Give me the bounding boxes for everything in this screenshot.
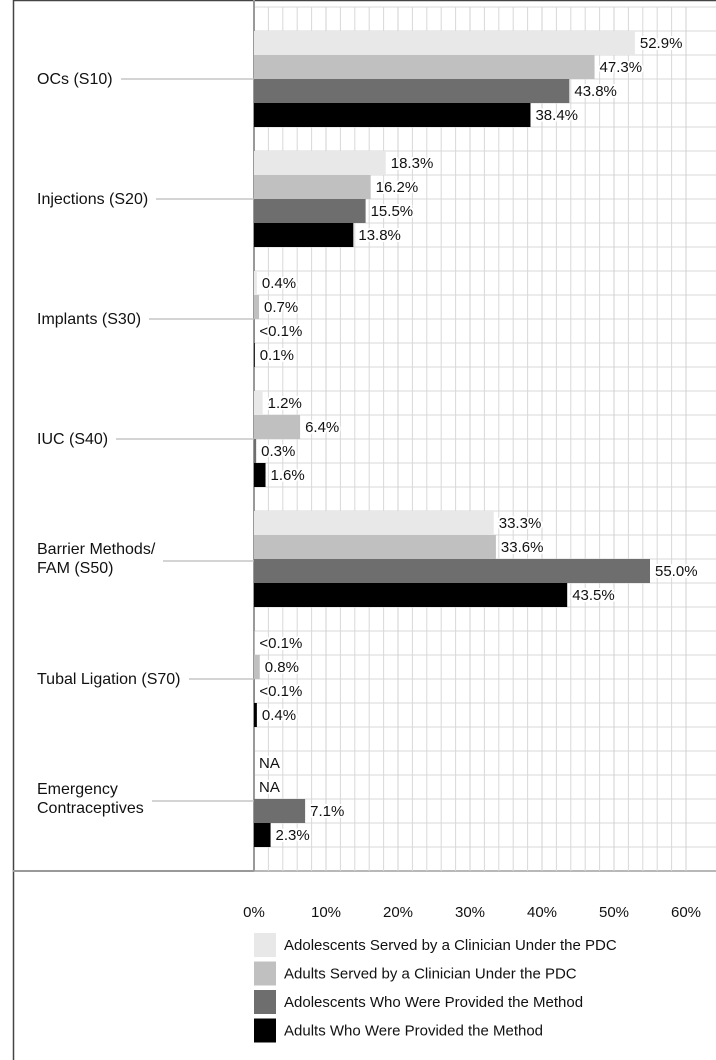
bar [254,103,531,127]
bar [254,271,257,295]
bar [254,343,255,367]
category-label: Tubal Ligation (S70) [37,669,183,689]
bar [254,559,650,583]
bar [254,175,371,199]
value-label: 0.4% [262,275,296,292]
value-label: 1.6% [271,467,305,484]
value-label: 15.5% [371,203,414,220]
bar [254,799,306,823]
bar [254,295,260,319]
bar [254,439,257,463]
legend-swatch [254,990,276,1014]
value-label: 13.8% [358,227,401,244]
legend-swatch [254,1018,276,1043]
bar [254,31,635,55]
value-label: 52.9% [640,35,683,52]
x-tick-label: 10% [311,904,341,921]
legend-label: Adolescents Served by a Clinician Under … [284,937,617,954]
grid [253,6,716,872]
value-label: <0.1% [259,635,302,652]
x-tick-label: 50% [599,904,629,921]
value-label: 2.3% [276,827,310,844]
category-label: Injections (S20) [37,189,151,209]
bar [254,55,595,79]
frame [12,0,716,1060]
bar [254,415,301,439]
value-label: 43.8% [574,83,617,100]
bar [254,463,266,487]
value-label: NA [259,779,280,796]
value-label: <0.1% [259,323,302,340]
legend-label: Adolescents Who Were Provided the Method [284,994,583,1011]
bar [254,703,257,727]
value-label: 0.3% [261,443,295,460]
x-tick-label: 0% [243,904,265,921]
bar [254,535,496,559]
value-label: 55.0% [655,563,698,580]
value-label: 1.2% [268,395,302,412]
legend-swatch [254,933,276,957]
category-label: IUC (S40) [37,429,111,449]
value-label: 16.2% [376,179,419,196]
category-label: Implants (S30) [37,309,144,329]
bar [254,79,570,103]
category-label: Emergency Contraceptives [37,780,146,818]
x-tick-label: 30% [455,904,485,921]
value-label: 0.1% [260,347,294,364]
legend-swatch [254,961,276,986]
value-label: 33.6% [501,539,544,556]
value-label: 43.5% [572,587,615,604]
value-label: 0.7% [264,299,298,316]
value-label: 38.4% [535,107,578,124]
bar [254,151,386,175]
value-label: 0.8% [265,659,299,676]
legend-label: Adults Served by a Clinician Under the P… [284,965,577,982]
value-label: NA [259,755,280,772]
bar [254,511,494,535]
bar [254,583,568,607]
legend-label: Adults Who Were Provided the Method [284,1022,543,1039]
value-label: 18.3% [391,155,434,172]
bar [254,391,263,415]
x-tick-label: 20% [383,904,413,921]
x-tick-label: 40% [527,904,557,921]
value-label: 47.3% [600,59,643,76]
bar [254,199,366,223]
value-label: 7.1% [310,803,344,820]
bar [254,655,260,679]
category-label: Barrier Methods/ FAM (S50) [37,540,158,578]
value-label: 0.4% [262,707,296,724]
value-label: 33.3% [499,515,542,532]
x-tick-label: 60% [671,904,701,921]
bar [254,823,271,847]
value-label: <0.1% [259,683,302,700]
value-label: 6.4% [305,419,339,436]
bar [254,223,354,247]
category-label: OCs (S10) [37,69,115,89]
